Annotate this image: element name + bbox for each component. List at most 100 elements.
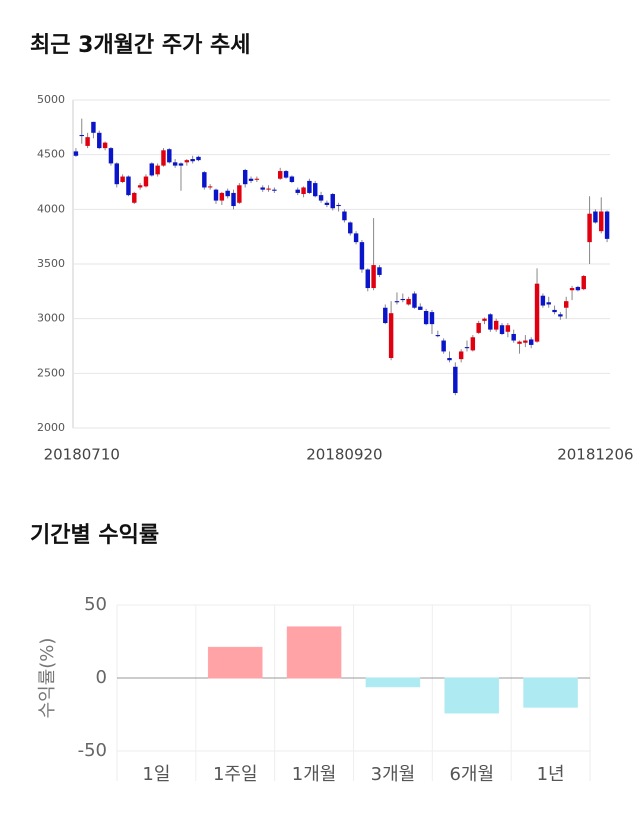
candle-body [272, 189, 277, 191]
x-tick-label: 1개월 [292, 764, 337, 785]
candle-body [377, 267, 382, 275]
candle-body [108, 148, 114, 164]
candle-body [283, 171, 289, 178]
candle-body [330, 194, 335, 209]
candle-body [202, 172, 207, 188]
candle-body [599, 211, 604, 232]
candle-body [126, 176, 131, 196]
candle-body [412, 293, 417, 308]
y-tick-label: 2000 [37, 421, 65, 434]
y-tick-label: 4000 [37, 202, 65, 215]
y-tick-label: 2500 [37, 366, 65, 379]
candle-body [493, 320, 499, 330]
candle-body [155, 165, 160, 175]
y-tick-label: 0 [96, 667, 107, 688]
candle-body [371, 265, 376, 289]
candle-body [581, 276, 586, 290]
candle-body [470, 337, 476, 351]
candle-body [97, 132, 102, 149]
candle-body [79, 134, 84, 137]
candle-body [172, 162, 178, 166]
candle-body [120, 176, 125, 182]
candle-body [593, 211, 598, 223]
candle-body [237, 185, 242, 203]
candle-body [464, 347, 470, 349]
candle-body [453, 366, 458, 394]
bar [523, 677, 578, 708]
y-axis-label: 수익률(%) [37, 638, 58, 719]
candle-body [295, 189, 300, 193]
candle-body [266, 188, 271, 190]
candle-body [587, 213, 592, 243]
y-tick-label: 5000 [37, 93, 65, 106]
candle-body [348, 222, 353, 234]
candle-body [353, 233, 359, 243]
candle-body [248, 178, 254, 181]
candle-body [435, 335, 441, 337]
candle-body [132, 192, 137, 203]
candle-body [552, 309, 557, 313]
candle-body [336, 204, 341, 207]
candle-body [558, 314, 563, 317]
candle-body [523, 340, 528, 343]
candle-body [604, 211, 610, 239]
x-tick-label: 1주일 [213, 764, 258, 785]
candle-body [365, 269, 370, 289]
candle-body [242, 169, 248, 185]
bar [444, 677, 500, 714]
chart-title: 최근 3개월간 주가 추세 [30, 33, 250, 58]
candle-body [143, 176, 149, 187]
chart-title: 기간별 수익률 [30, 523, 159, 548]
candle-body [114, 163, 119, 185]
candle-body [324, 202, 330, 205]
candle-body [231, 192, 236, 207]
candle-body [277, 171, 283, 179]
x-tick-label: 3개월 [371, 764, 416, 785]
candle-body [540, 295, 546, 306]
y-tick-label: -50 [78, 740, 107, 761]
candle-body [418, 306, 423, 310]
candle-body [534, 283, 540, 342]
candle-body [482, 318, 487, 321]
candle-body [342, 211, 347, 221]
candle-body [569, 288, 575, 291]
candle-body [505, 325, 511, 332]
candle-body [196, 156, 201, 161]
x-tick-label: 1년 [537, 764, 565, 785]
candle-body [190, 159, 195, 162]
candle-body [447, 358, 452, 361]
candle-body [137, 185, 143, 188]
candle-body [254, 178, 260, 180]
candle-body [225, 190, 230, 197]
candle-body [383, 307, 388, 324]
candle-body [394, 301, 400, 303]
candle-body [260, 187, 265, 190]
candle-body [91, 121, 96, 133]
candle-body [564, 301, 569, 308]
candle-body [458, 351, 464, 360]
x-tick-label: 1일 [142, 764, 170, 785]
candle-body [73, 151, 79, 156]
candle-body [400, 298, 406, 301]
candle-body [102, 142, 108, 149]
x-tick-label: 20181206 [557, 446, 633, 464]
candle-body [429, 312, 435, 325]
candle-body [488, 314, 493, 330]
candle-body [289, 176, 295, 182]
candle-body [476, 323, 481, 333]
bar [365, 677, 421, 688]
candle-body [219, 192, 225, 201]
x-tick-label: 20180920 [306, 446, 382, 464]
candle-body [178, 163, 184, 166]
candle-body [499, 325, 505, 334]
y-tick-label: 50 [84, 594, 107, 615]
x-tick-label: 6개월 [449, 764, 494, 785]
candle-body [167, 149, 172, 163]
candle-body [307, 180, 312, 193]
candle-body [388, 313, 394, 359]
y-tick-label: 4500 [37, 148, 65, 161]
candle-body [423, 311, 429, 325]
candle-body [313, 183, 318, 197]
candle-body [406, 298, 411, 305]
